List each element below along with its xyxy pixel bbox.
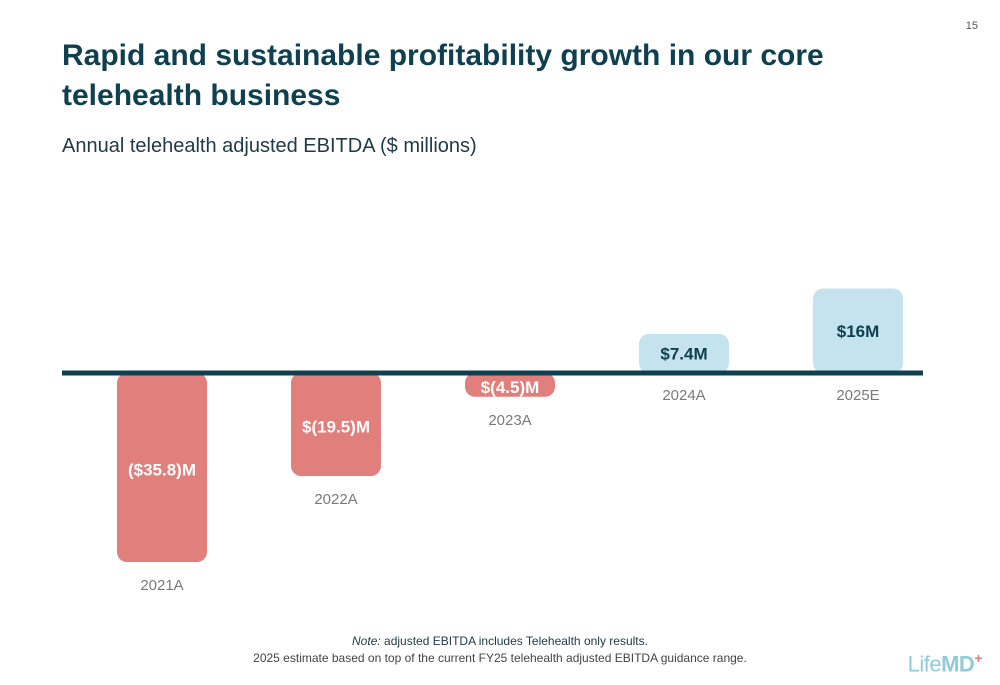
bar-2022A [291,373,381,476]
footnote: Note: adjusted EBITDA includes Telehealt… [0,633,1000,667]
data-label-2021A: ($35.8)M [128,461,196,480]
bar-2025E [813,288,903,373]
bar-2021A [117,373,207,563]
ebitda-bar-chart: ($35.8)M 2021A $(19.5)M 2022A $(4.5)M 2023A $7… [62,288,923,594]
data-label-2022A: $(19.5)M [302,417,370,436]
tick-label-2023A: 2023A [488,412,531,429]
logo-text: Life [907,651,942,677]
bar-2024A [639,333,729,373]
data-label-2023A: $(4.5)M [481,378,540,397]
chart-subtitle: Annual telehealth adjusted EBITDA ($ mil… [62,135,477,157]
note-lead: Note: [352,634,381,648]
tick-label-2022A: 2022A [314,491,357,508]
bar-2023A [465,373,555,397]
logo-plus-icon: + [974,650,982,666]
page-number: 15 [965,20,978,32]
data-label-2025E: $16M [837,322,880,341]
footnote-line-2: 2025 estimate based on top of the curren… [253,651,747,665]
tick-label-2024A: 2024A [662,387,705,404]
lifemd-logo: LifeMD+ [907,650,983,677]
footnote-line-1: Note: adjusted EBITDA includes Telehealt… [0,633,1000,650]
data-label-2024A: $7.4M [660,344,707,363]
note-text: adjusted EBITDA includes Telehealth only… [380,634,648,648]
tick-label-2025E: 2025E [836,387,879,404]
logo-md: MD [941,651,975,677]
page-title: Rapid and sustainable profitability grow… [62,39,824,112]
tick-label-2021A: 2021A [140,577,183,594]
zero-axis-line [62,370,923,376]
